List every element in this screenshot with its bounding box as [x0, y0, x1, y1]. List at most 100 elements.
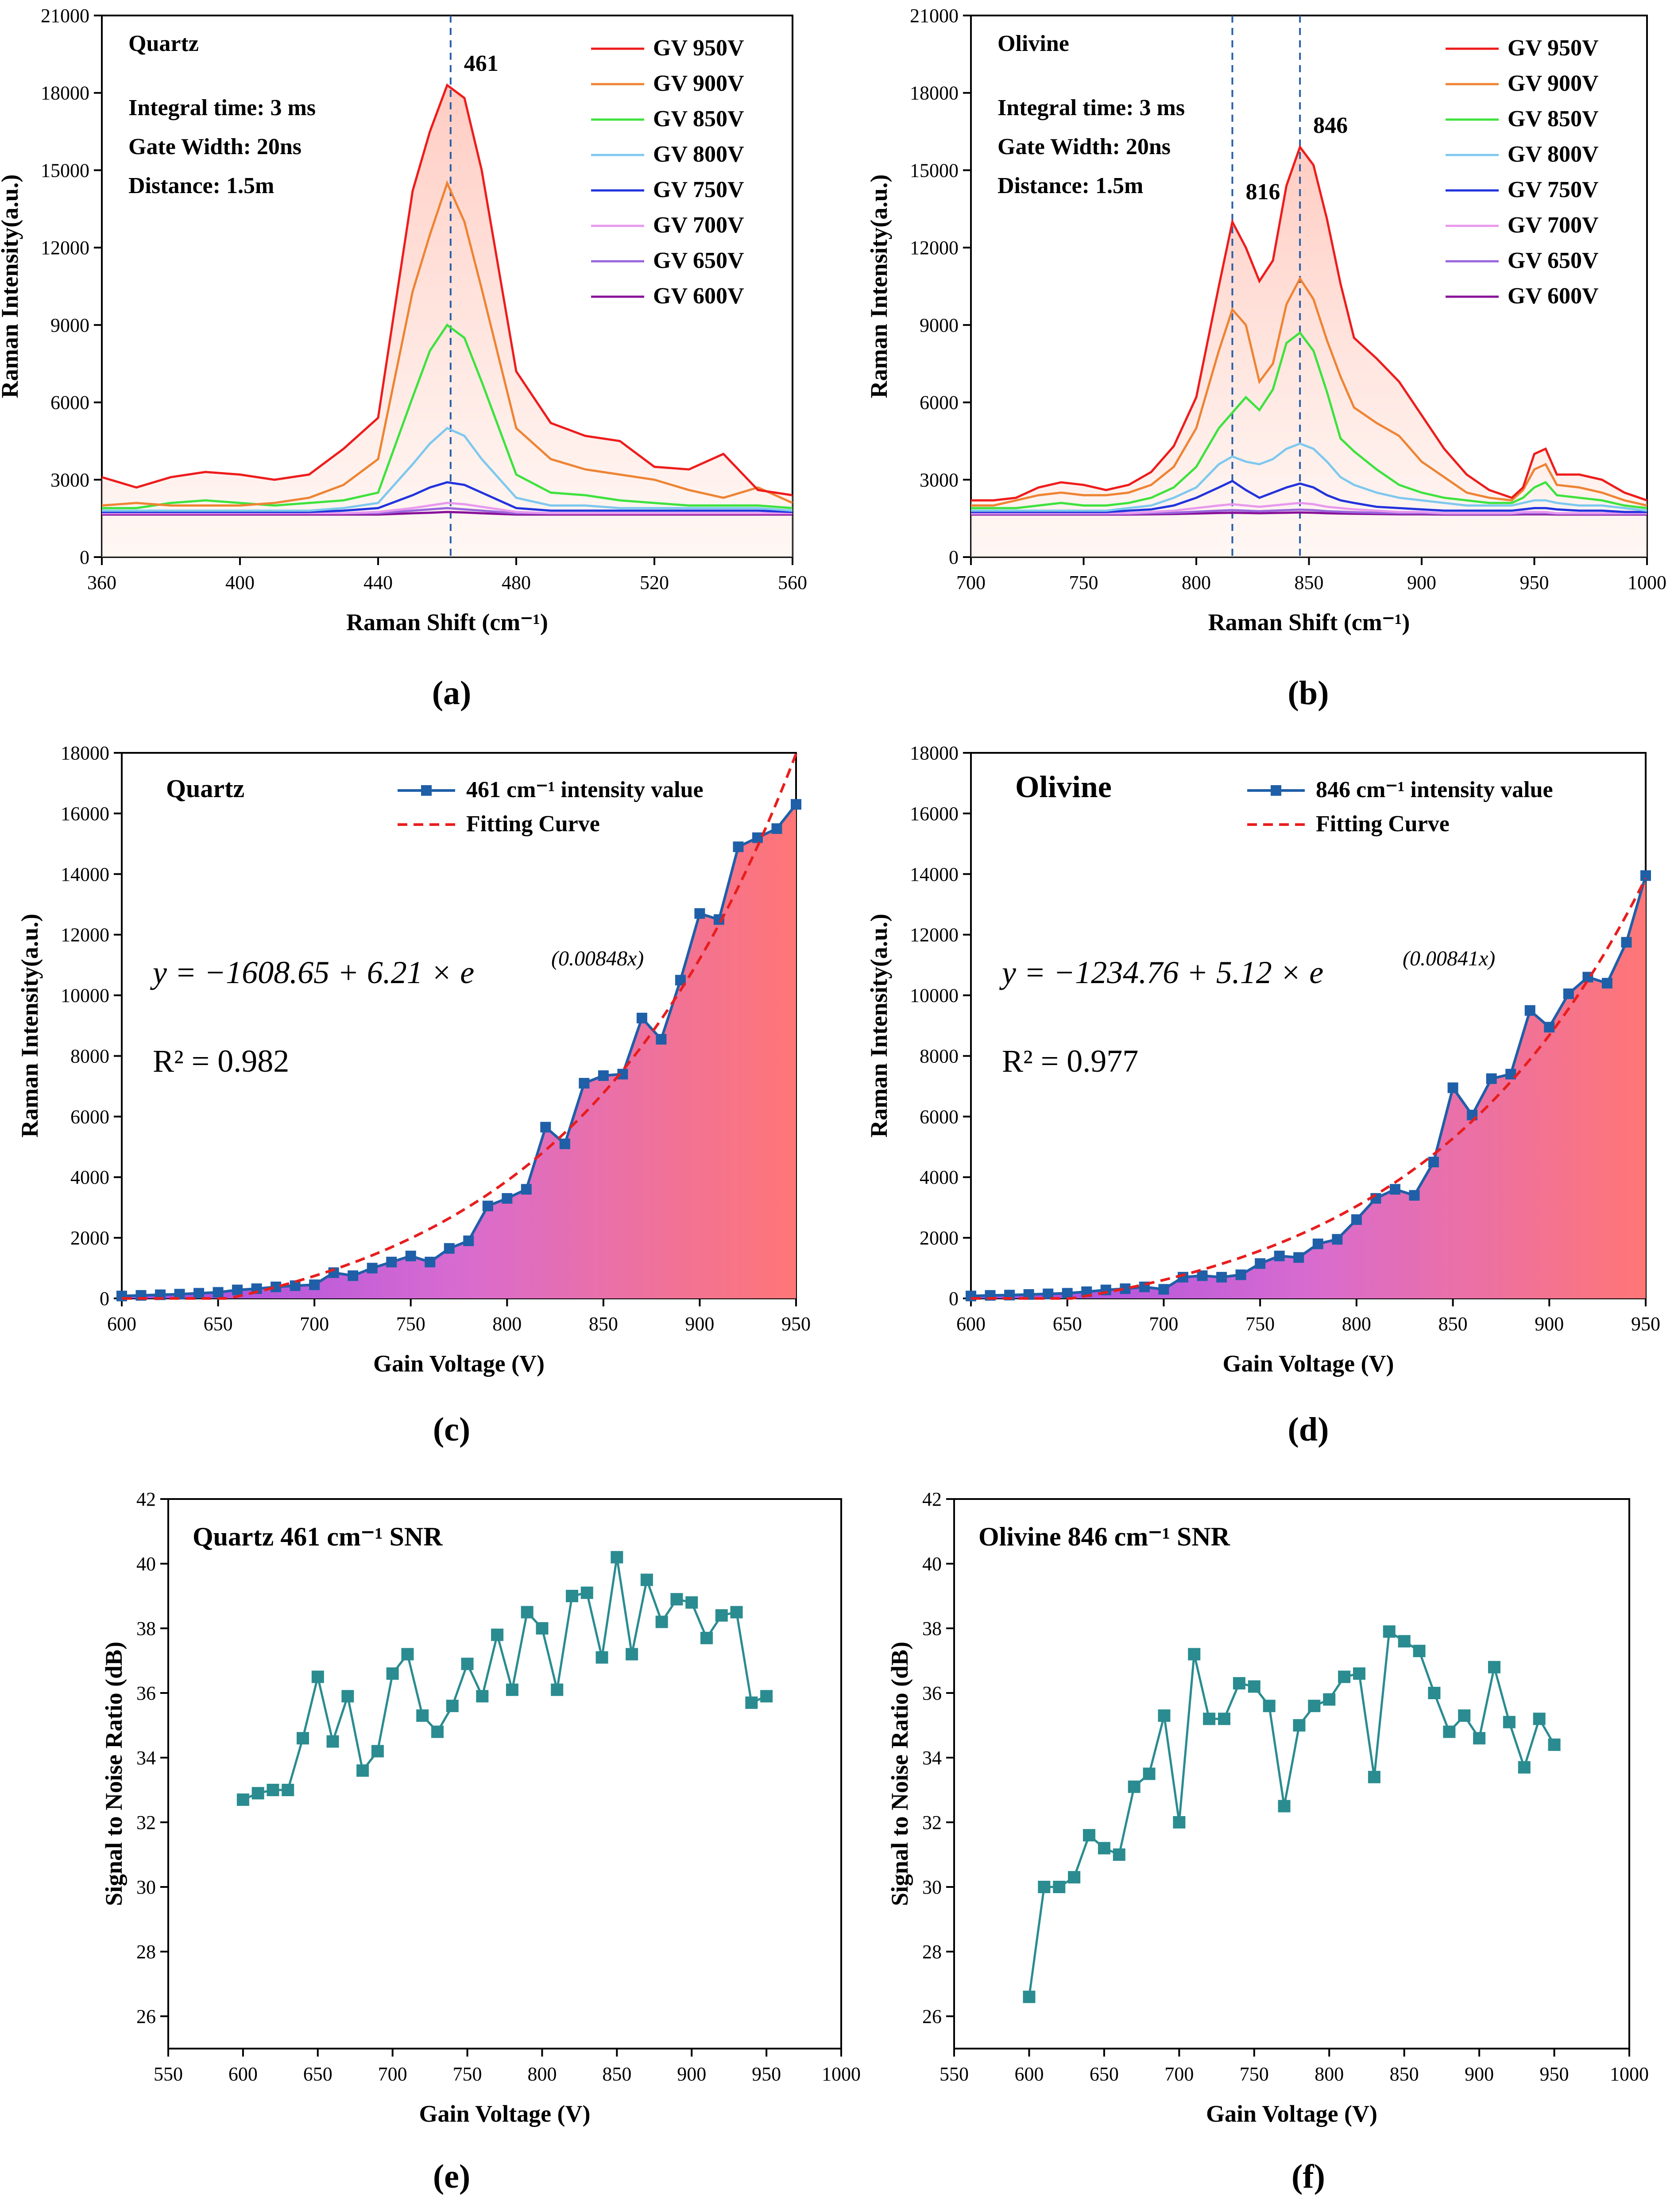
data-point [700, 1631, 713, 1644]
data-point [1413, 1645, 1426, 1658]
data-point [559, 1138, 570, 1149]
x-tick-label: 360 [87, 572, 116, 593]
y-tick-label: 12000 [61, 924, 109, 946]
data-point [386, 1667, 399, 1680]
panel-d: 600 650 700 750 800 850 900 950 0 2000 4000 6000 800… [866, 742, 1660, 1448]
data-point [611, 1551, 623, 1564]
data-point [476, 1690, 489, 1703]
annotation: Olivine [998, 31, 1069, 56]
data-point [356, 1764, 369, 1777]
data-point [1143, 1767, 1156, 1780]
data-point [1640, 870, 1651, 881]
annotation: Quartz [128, 31, 199, 56]
x-tick-label: 700 [1149, 1313, 1178, 1335]
x-tick-label: 550 [154, 2063, 183, 2085]
data-point [1023, 1991, 1036, 2003]
y-tick-label: 3000 [920, 469, 959, 491]
x-tick-label: 850 [1438, 1313, 1468, 1335]
data-point [1458, 1709, 1471, 1722]
data-point [1428, 1687, 1441, 1699]
data-point [506, 1683, 518, 1696]
legend-label: GV 700V [1508, 213, 1599, 238]
annotation: Gate Width: 20ns [128, 134, 302, 159]
data-point [236, 1793, 249, 1806]
y-tick-label: 0 [949, 546, 959, 568]
x-tick-label: 800 [1342, 1313, 1371, 1335]
data-point [461, 1658, 474, 1670]
data-point [401, 1648, 414, 1661]
legend-label: GV 800V [1508, 142, 1599, 167]
data-point [232, 1284, 243, 1295]
panel-b: 700 750 800 850 900 950 1000 0 3000 6000 9000 12000… [866, 5, 1666, 712]
x-tick-label: 700 [300, 1313, 329, 1335]
data-point [1062, 1288, 1073, 1299]
data-point [579, 1078, 590, 1089]
data-point [1544, 1022, 1555, 1033]
data-point [1621, 937, 1632, 948]
data-point [1053, 1881, 1066, 1893]
x-tick-label: 800 [527, 2063, 557, 2085]
y-tick-label: 18000 [910, 82, 959, 104]
y-tick-label: 8000 [920, 1045, 959, 1067]
data-point [1216, 1272, 1227, 1283]
legend-label: GV 750V [653, 177, 744, 202]
panel-label: (c) [433, 1411, 470, 1448]
data-point [752, 832, 763, 843]
y-tick-label: 15000 [41, 159, 89, 181]
x-tick-label: 850 [589, 1313, 618, 1335]
y-tick-label: 32 [922, 1812, 942, 1833]
y-tick-label: 0 [949, 1288, 959, 1309]
fit-r2: R² = 0.982 [153, 1043, 289, 1079]
data-point [1263, 1700, 1276, 1712]
data-point [502, 1193, 513, 1204]
data-point [326, 1735, 339, 1748]
data-point [444, 1243, 455, 1254]
x-tick-label: 560 [778, 572, 807, 593]
y-tick-label: 18000 [41, 82, 89, 104]
y-tick-label: 8000 [70, 1045, 109, 1067]
x-tick-label: 600 [956, 1313, 986, 1335]
data-point [371, 1745, 384, 1758]
data-point [1338, 1670, 1351, 1683]
panel-f: 550 600 650 700 750 800 850 900 950 1000 26 28 30 32 3… [886, 1488, 1649, 2195]
peak-label: 846 [1313, 113, 1348, 138]
legend-label: 846 cm⁻¹ intensity value [1316, 777, 1553, 802]
legend-label: GV 700V [653, 213, 744, 238]
data-point [1473, 1732, 1486, 1745]
y-tick-label: 14000 [61, 864, 109, 885]
data-point [733, 841, 744, 852]
x-tick-label: 480 [502, 572, 531, 593]
y-tick-label: 6000 [70, 1106, 109, 1127]
data-point [1524, 1005, 1535, 1016]
data-point [1128, 1780, 1141, 1793]
legend-label: GV 600V [653, 283, 744, 309]
data-point [193, 1288, 205, 1299]
legend-label: Fitting Curve [1316, 811, 1450, 837]
data-point [771, 823, 782, 834]
legend-label: GV 950V [1508, 35, 1599, 61]
data-line [1028, 1629, 1555, 1997]
data-point [1158, 1284, 1169, 1295]
data-point [1353, 1667, 1365, 1680]
y-axis-label: Raman Intensity(a.u.) [866, 914, 892, 1138]
data-point [1203, 1712, 1216, 1725]
legend-label: GV 800V [653, 142, 744, 167]
x-tick-label: 600 [107, 1313, 136, 1335]
series-line [971, 442, 1647, 512]
x-tick-label: 850 [1390, 2063, 1419, 2085]
y-tick-label: 10000 [61, 985, 109, 1007]
data-point [1235, 1269, 1246, 1280]
x-tick-label: 1000 [1610, 2063, 1649, 2085]
x-tick-label: 750 [396, 1313, 425, 1335]
data-point [1218, 1712, 1230, 1725]
y-axis-label: Signal to Noise Ratio (dB) [101, 1642, 127, 1906]
data-point [540, 1122, 551, 1133]
x-tick-label: 950 [752, 2063, 781, 2085]
x-tick-label: 750 [453, 2063, 482, 2085]
data-point [580, 1586, 593, 1599]
fit-equation: y = −1608.65 + 6.21 × e [150, 955, 474, 990]
y-tick-label: 30 [136, 1876, 156, 1898]
data-point [626, 1648, 638, 1661]
y-tick-label: 34 [136, 1747, 156, 1769]
x-axis-label: Gain Voltage (V) [1222, 1350, 1394, 1377]
